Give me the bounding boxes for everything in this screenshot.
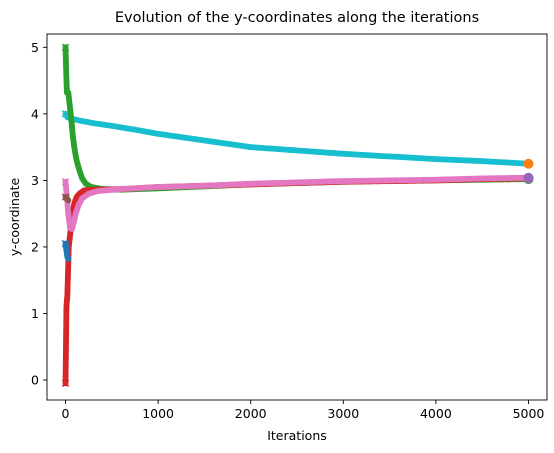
end-marker [523,173,533,183]
y-axis: 0 1 2 3 4 5 [31,40,47,388]
y-tick-label: 5 [31,40,39,55]
x-axis-label: Iterations [267,428,327,443]
end-marker [523,159,533,169]
x-axis: 0 1000 2000 3000 4000 5000 [62,400,545,421]
x-tick-label: 2000 [235,406,267,421]
y-tick-label: 0 [31,373,39,388]
x-tick-label: 5000 [513,406,545,421]
y-axis-label: y-coordinate [7,178,22,257]
y-tick-label: 2 [31,239,39,254]
chart-title: Evolution of the y-coordinates along the… [115,10,479,26]
x-tick-label: 1000 [142,406,174,421]
x-tick-label: 4000 [420,406,452,421]
x-tick-label: 3000 [327,406,359,421]
y-tick-label: 1 [31,306,39,321]
x-tick-label: 0 [62,406,70,421]
y-tick-label: 3 [31,173,39,188]
plot-area [47,34,547,400]
y-tick-label: 4 [31,106,39,121]
data-point [65,256,71,262]
